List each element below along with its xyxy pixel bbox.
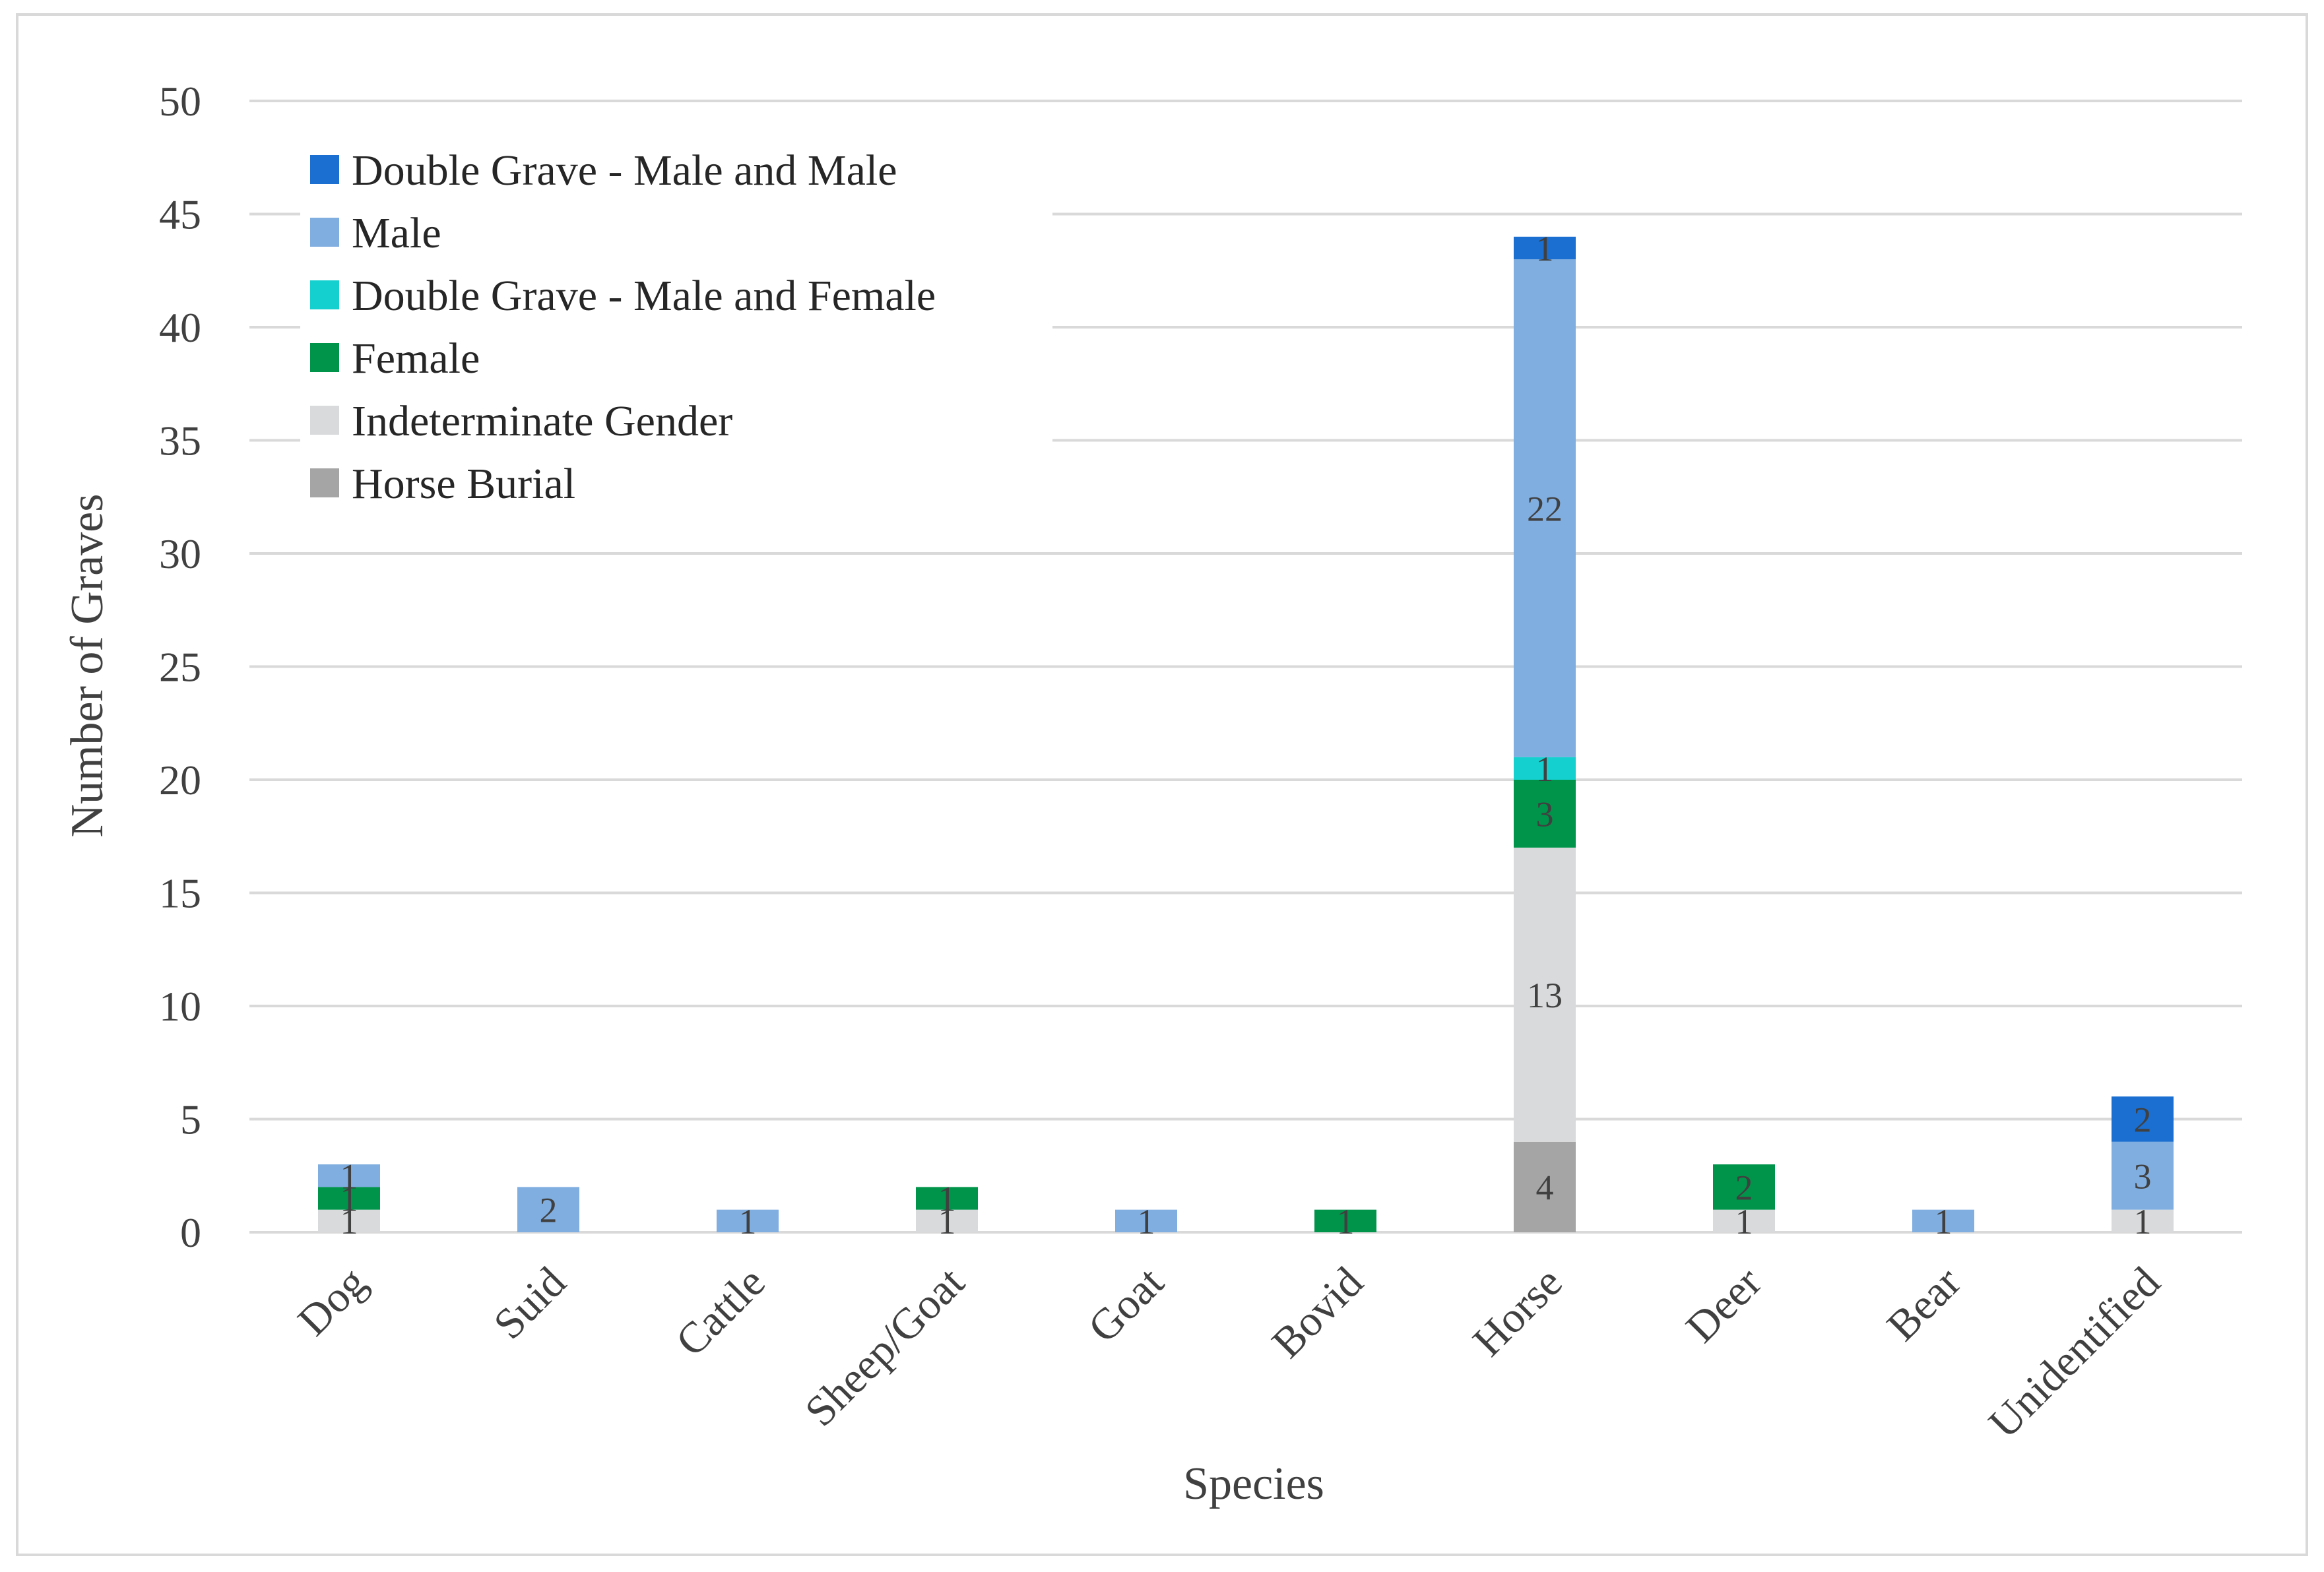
y-tick-label-25: 25	[159, 644, 201, 691]
bar-cattle-male	[717, 1209, 779, 1232]
y-tick-label-45: 45	[159, 191, 201, 238]
legend-swatch-double-grave-male-and-male	[310, 155, 339, 184]
y-tick-label-35: 35	[159, 418, 201, 464]
bar-unidentified-indeterminate-gender	[2112, 1209, 2174, 1232]
data-label-deer-female: 2	[1735, 1168, 1753, 1207]
bar-horse-double-grave-male-and-female	[1514, 757, 1576, 780]
y-tick-label-0: 0	[180, 1209, 201, 1256]
x-tick-label-sheep-goat: Sheep/Goat	[796, 1258, 973, 1435]
data-label-horse-male: 22	[1527, 489, 1563, 528]
x-tick-label-horse: Horse	[1464, 1258, 1572, 1366]
data-label-cattle-male: 1	[739, 1202, 757, 1242]
data-label-bear-male: 1	[1935, 1202, 1953, 1242]
bar-dog-indeterminate-gender	[318, 1209, 380, 1232]
legend-swatch-indeterminate-gender	[310, 406, 339, 435]
x-axis-ticks: Dog Suid Cattle Sheep/Goat Goat Bovid Horse Dee…	[289, 1258, 2170, 1448]
data-label-horse-double-grave-male-and-male: 1	[1536, 229, 1554, 268]
data-label-dog-male: 1	[340, 1156, 358, 1196]
x-tick-label-suid: Suid	[484, 1258, 575, 1348]
y-tick-label-50: 50	[159, 78, 201, 125]
bar-bear-male	[1912, 1209, 1974, 1232]
y-axis-title: Number of Graves	[62, 494, 113, 838]
data-label-unidentified-double-grave-male-and-male: 2	[2134, 1100, 2152, 1140]
legend-label-double-grave-male-and-male: Double Grave - Male and Male	[352, 146, 897, 195]
legend-background	[300, 129, 1052, 498]
data-label-goat-male: 1	[1138, 1202, 1155, 1242]
legend-label-female: Female	[352, 334, 480, 383]
y-tick-label-20: 20	[159, 757, 201, 803]
legend-swatch-double-grave-male-and-female	[310, 280, 339, 309]
bar-horse-horse-burial	[1514, 1141, 1576, 1232]
bar-deer-indeterminate-gender	[1713, 1209, 1775, 1232]
y-tick-label-30: 30	[159, 530, 201, 577]
x-tick-label-deer: Deer	[1677, 1258, 1770, 1352]
x-tick-label-unidentified: Unidentified	[1980, 1258, 2169, 1447]
x-tick-label-bovid: Bovid	[1263, 1258, 1372, 1368]
data-label-horse-indeterminate-gender: 13	[1527, 976, 1563, 1015]
legend-swatch-female	[310, 343, 339, 372]
y-tick-label-5: 5	[180, 1096, 201, 1143]
bar-sheep-goat-indeterminate-gender	[916, 1209, 978, 1232]
data-label-unidentified-male: 3	[2134, 1156, 2152, 1196]
bar-horse-female	[1514, 780, 1576, 848]
bar-suid-male	[517, 1187, 579, 1232]
bar-sheep-goat-female	[916, 1187, 978, 1210]
bar-unidentified-double-grave-male-and-male	[2112, 1096, 2174, 1142]
x-axis-title: Species	[1183, 1459, 1324, 1509]
data-label-horse-female: 3	[1536, 794, 1554, 834]
bar-horse-indeterminate-gender	[1514, 847, 1576, 1142]
legend-label-horse-burial: Horse Burial	[352, 460, 575, 508]
legend-label-double-grave-male-and-female: Double Grave - Male and Female	[352, 272, 936, 320]
legend-swatch-horse-burial	[310, 468, 339, 497]
y-tick-label-15: 15	[159, 870, 201, 917]
x-tick-label-goat: Goat	[1079, 1258, 1173, 1352]
legend-label-male: Male	[352, 209, 441, 257]
legend: Double Grave - Male and Male Male Double G…	[300, 129, 1052, 508]
x-tick-label-bear: Bear	[1878, 1258, 1970, 1350]
legend-label-indeterminate-gender: Indeterminate Gender	[352, 397, 732, 445]
bar-horse-male	[1514, 259, 1576, 757]
y-tick-label-40: 40	[159, 304, 201, 351]
y-tick-label-10: 10	[159, 983, 201, 1030]
x-tick-label-dog: Dog	[289, 1258, 376, 1345]
data-label-sheep-goat-female: 1	[938, 1179, 956, 1219]
y-axis-ticks: 0 5 10 15 20 25 30 35 40 45 50	[159, 78, 201, 1256]
x-tick-label-cattle: Cattle	[667, 1258, 775, 1366]
bar-bovid-female	[1314, 1209, 1376, 1232]
bar-dog-female	[318, 1187, 380, 1210]
bar-goat-male	[1115, 1209, 1177, 1232]
bar-deer-female	[1713, 1164, 1775, 1210]
data-label-horse-horse-burial: 4	[1536, 1168, 1554, 1207]
bar-dog-male	[318, 1164, 380, 1187]
bar-unidentified-male	[2112, 1141, 2174, 1210]
bar-horse-double-grave-male-and-male	[1514, 236, 1576, 260]
data-label-suid-male: 2	[540, 1191, 558, 1230]
data-label-bovid-female: 1	[1337, 1202, 1355, 1242]
legend-swatch-male	[310, 218, 339, 247]
